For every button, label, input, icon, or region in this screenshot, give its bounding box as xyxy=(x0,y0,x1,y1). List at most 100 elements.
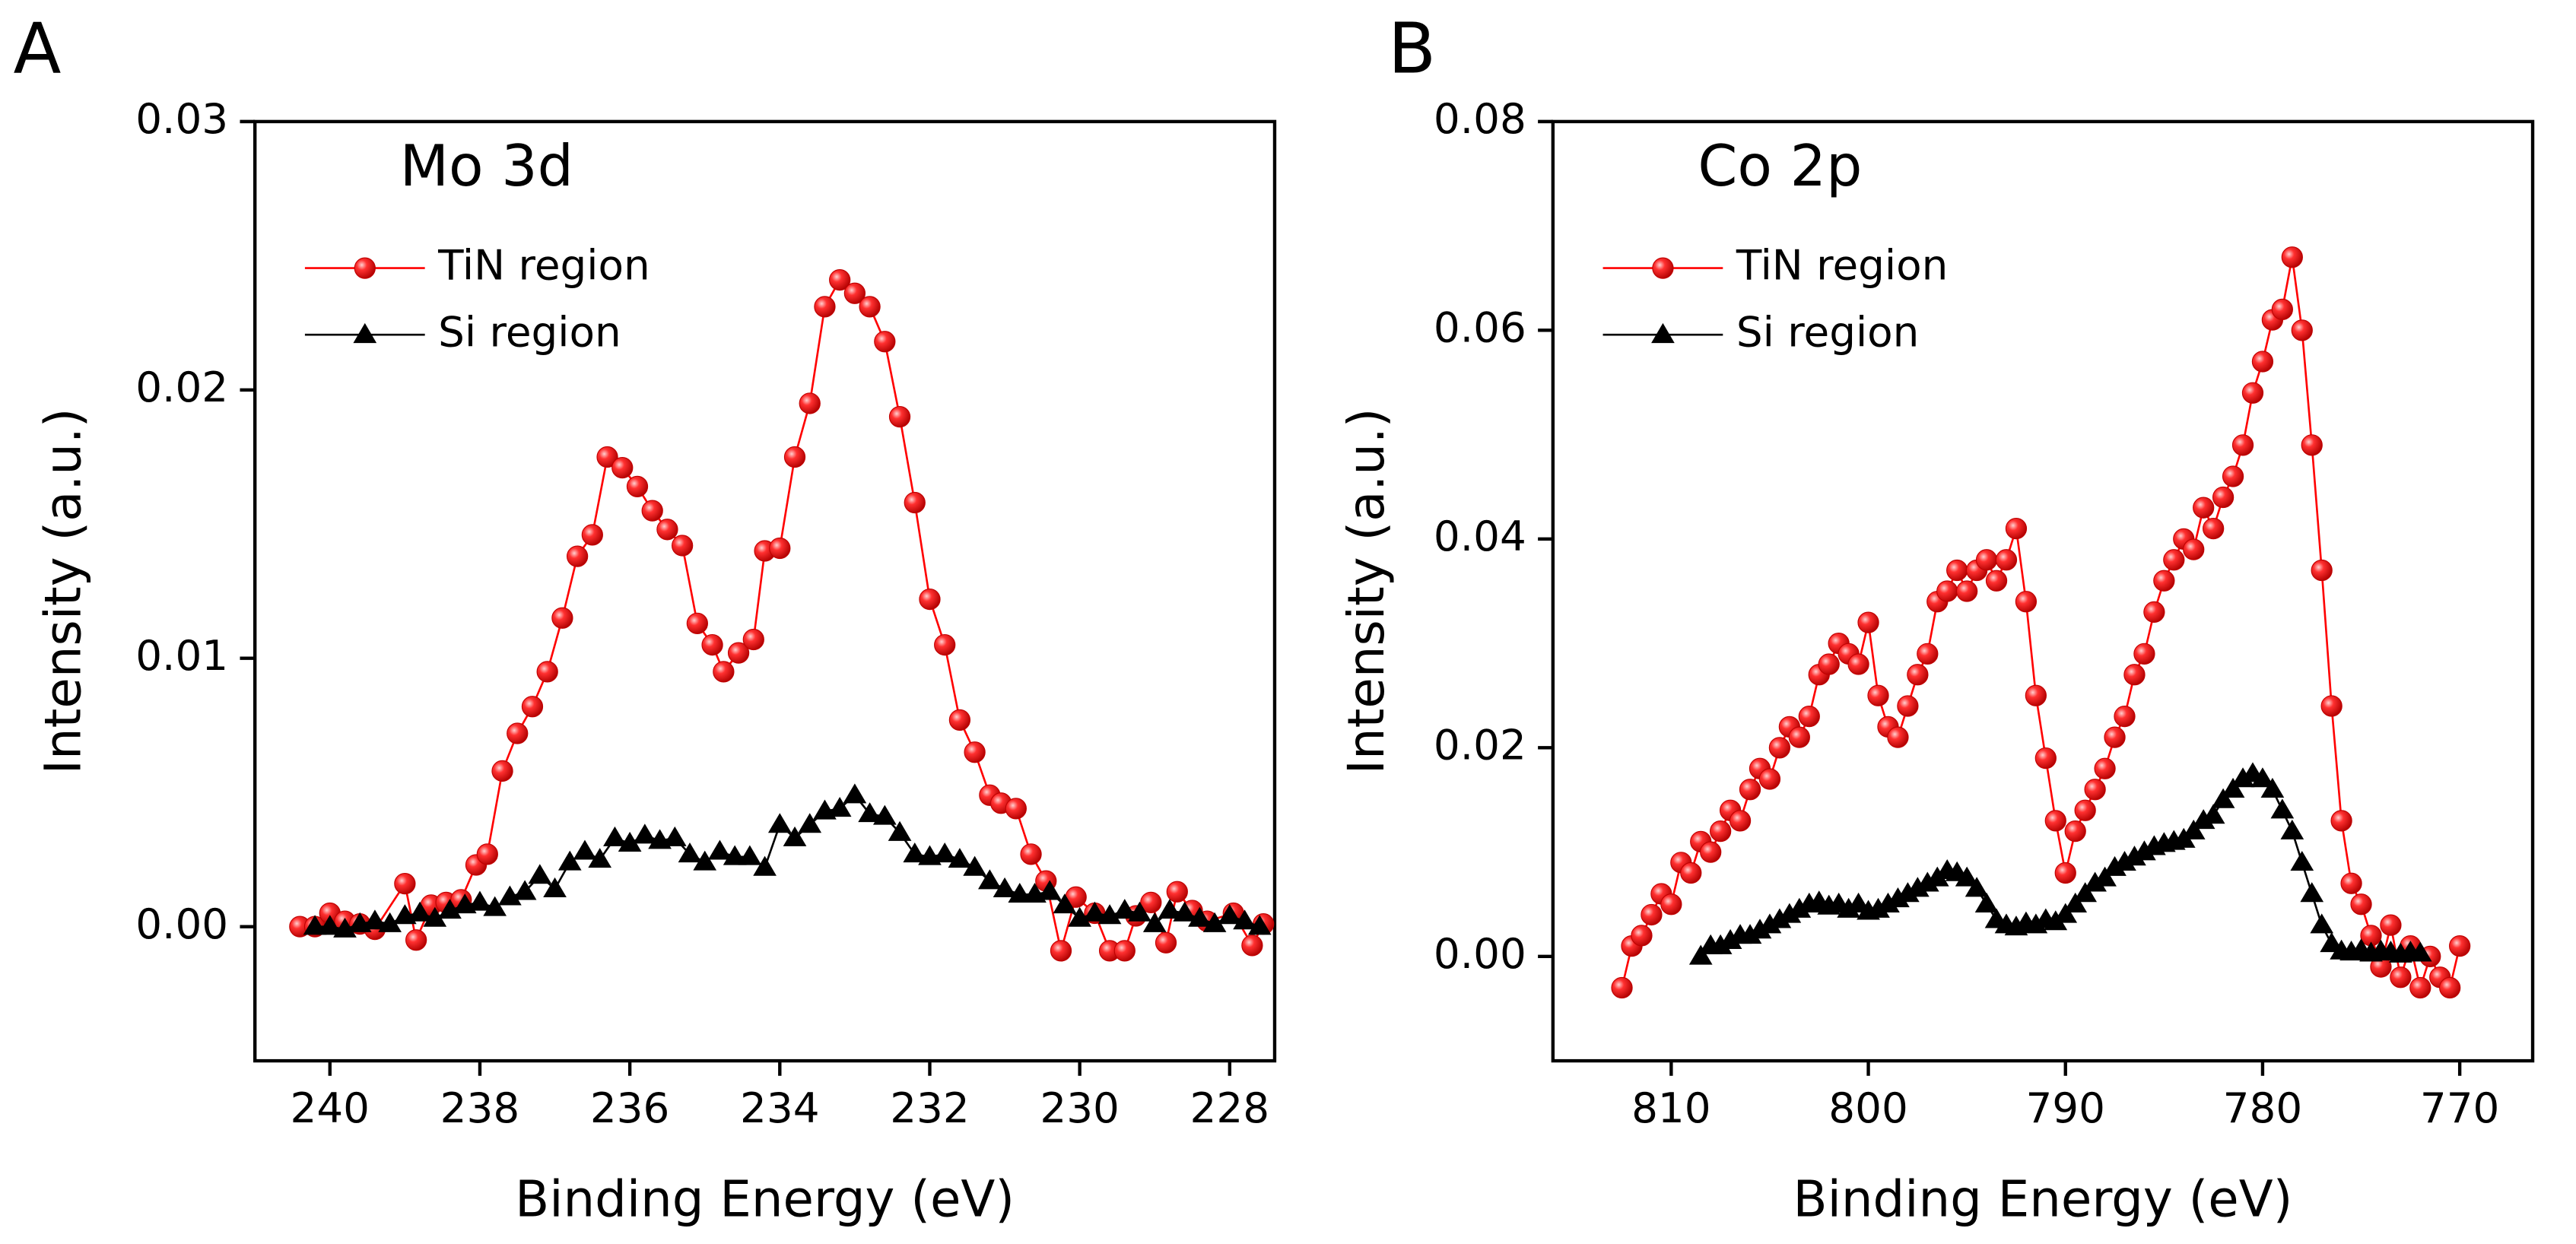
y-tick-label: 0.01 xyxy=(135,631,228,680)
data-point xyxy=(2231,434,2254,456)
data-point xyxy=(1188,906,1212,927)
data-point xyxy=(963,855,986,876)
data-point xyxy=(783,826,807,846)
data-point xyxy=(1142,912,1167,932)
x-tick-label: 236 xyxy=(590,1084,670,1132)
data-point xyxy=(727,642,750,664)
data-point xyxy=(713,661,735,683)
plot-frame xyxy=(1551,119,2535,1063)
data-point xyxy=(767,813,792,833)
data-point xyxy=(1897,695,1919,717)
data-point xyxy=(799,392,821,414)
data-point xyxy=(1053,893,1077,914)
data-point xyxy=(2113,850,2136,871)
legend-marker xyxy=(1651,322,1675,344)
data-point xyxy=(798,813,822,833)
data-point xyxy=(2053,903,2078,923)
y-tick-label: 0.04 xyxy=(1434,512,1526,560)
data-point xyxy=(2231,767,2255,788)
data-point xyxy=(708,839,732,860)
data-point xyxy=(2024,913,2048,934)
data-point xyxy=(483,896,507,916)
data-point xyxy=(468,890,492,911)
data-point xyxy=(2103,855,2127,876)
data-point xyxy=(1660,893,1682,916)
data-point xyxy=(1688,944,1713,965)
data-point xyxy=(2005,518,2028,540)
data-point xyxy=(783,446,806,468)
data-point xyxy=(1857,611,1879,633)
data-point xyxy=(1798,706,1820,728)
panel-label: B xyxy=(1388,8,1436,89)
data-point xyxy=(1866,897,1890,918)
y-axis-label: Intensity (a.u.) xyxy=(1338,408,1396,775)
data-point xyxy=(1068,906,1091,927)
data-point xyxy=(491,760,513,782)
data-point xyxy=(932,843,957,863)
data-point xyxy=(573,839,597,860)
data-point xyxy=(2221,777,2245,798)
data-point xyxy=(507,722,529,744)
data-point xyxy=(1915,871,1939,892)
data-point xyxy=(934,633,956,656)
data-point xyxy=(948,709,971,731)
data-point xyxy=(1887,726,1909,748)
data-point xyxy=(1113,899,1137,919)
data-point xyxy=(1955,866,1979,887)
data-point xyxy=(1956,580,1978,602)
data-point xyxy=(1886,887,1910,908)
data-point xyxy=(662,826,687,846)
data-point xyxy=(2301,434,2323,456)
data-point xyxy=(318,915,342,935)
data-point xyxy=(1166,881,1188,903)
data-point xyxy=(1847,653,1869,675)
data-point xyxy=(2201,804,2225,824)
data-point xyxy=(1008,882,1032,903)
data-point xyxy=(1113,940,1136,962)
data-point xyxy=(603,826,627,846)
data-point xyxy=(964,741,986,763)
data-point xyxy=(1738,924,1762,944)
data-point xyxy=(2181,819,2206,839)
series xyxy=(303,783,1272,938)
x-tick-label: 230 xyxy=(1040,1084,1120,1132)
data-point xyxy=(405,929,427,951)
x-tick-label: 234 xyxy=(740,1084,820,1132)
plot-frame xyxy=(253,119,1277,1063)
data-point xyxy=(2350,893,2372,916)
data-point xyxy=(843,783,867,804)
data-point xyxy=(528,864,552,884)
data-point xyxy=(859,296,881,318)
x-tick-label: 790 xyxy=(2025,1084,2105,1132)
data-point xyxy=(423,906,447,927)
data-point xyxy=(596,446,618,468)
data-point xyxy=(738,845,762,865)
data-point xyxy=(363,909,387,930)
data-point xyxy=(2281,246,2303,268)
data-point xyxy=(769,537,791,560)
data-point xyxy=(814,296,836,318)
y-tick-label: 0.02 xyxy=(1434,720,1526,769)
data-point xyxy=(686,612,708,634)
data-point xyxy=(588,848,612,868)
legend-label: TiN region xyxy=(1736,241,1949,290)
data-point xyxy=(1631,925,1653,947)
x-tick-label: 780 xyxy=(2223,1084,2303,1132)
chart-title: Co 2p xyxy=(1698,133,1862,199)
data-point xyxy=(1837,897,1860,918)
data-point xyxy=(1155,931,1177,954)
data-point xyxy=(888,820,912,841)
data-point xyxy=(753,855,777,876)
series xyxy=(1611,246,2471,999)
data-point xyxy=(2449,935,2471,957)
x-tick-label: 800 xyxy=(1828,1084,1908,1132)
data-point xyxy=(581,524,603,546)
series-line xyxy=(300,278,1265,952)
data-point xyxy=(2163,549,2185,571)
data-point xyxy=(2073,882,2098,903)
data-point xyxy=(1985,570,2008,592)
data-point xyxy=(2191,809,2215,830)
data-point xyxy=(678,843,702,863)
